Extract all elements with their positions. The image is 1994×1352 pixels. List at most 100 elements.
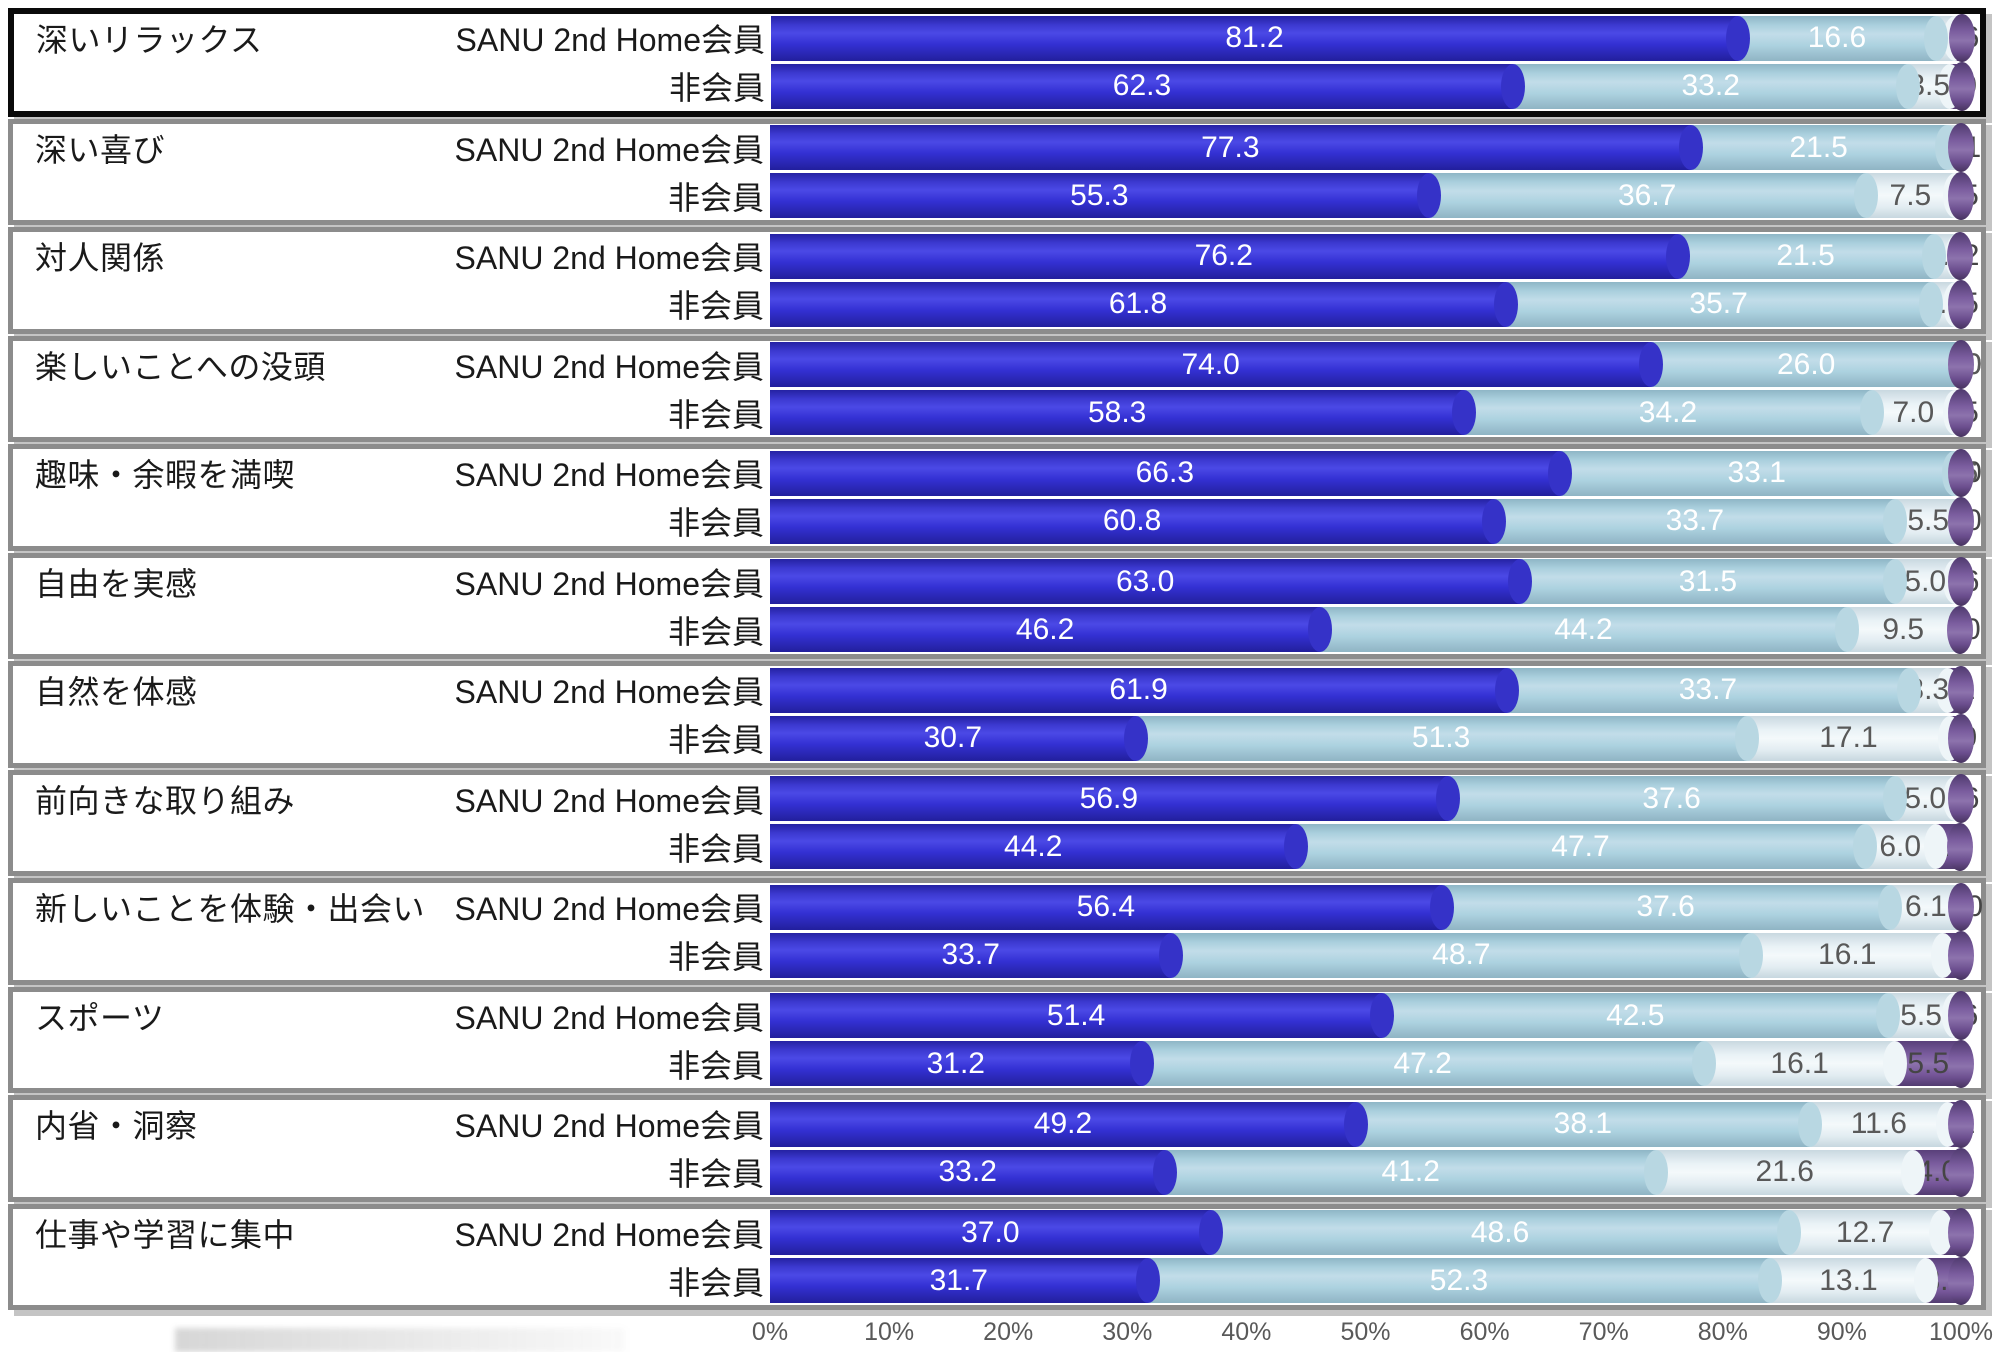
label-column: 内省・洞察 SANU 2nd Home会員 非会員: [13, 1100, 770, 1197]
bar-segment-agree: 21.5: [1690, 125, 1959, 171]
segment-value: 48.6: [1470, 1215, 1530, 1249]
bar-segment-strongly-agree: 66.3: [770, 450, 1572, 496]
cylinder-cap: [1159, 932, 1184, 978]
cylinder-cap: [1665, 233, 1690, 279]
axis-tick-label: 80%: [1697, 1318, 1748, 1346]
label-column: 楽しいことへの没頭 SANU 2nd Home会員 非会員: [13, 341, 770, 438]
cylinder-cap: [1135, 1258, 1160, 1304]
stacked-bar: 33.748.716.11.5: [770, 931, 1974, 980]
segment-value: 51.3: [1411, 721, 1471, 755]
segment-value: 51.4: [1046, 998, 1106, 1032]
cylinder-cap: [1896, 63, 1921, 109]
segment-value: 33.7: [1665, 504, 1724, 538]
bar-end-cap: [1948, 171, 1974, 221]
category-label: 前向きな取り組み: [35, 782, 296, 819]
label-column: 前向きな取り組み SANU 2nd Home会員 非会員: [13, 775, 770, 872]
bar-segment-agree: 47.2: [1141, 1041, 1716, 1087]
cylinder-cap: [1852, 824, 1877, 870]
segment-value: 16.1: [1818, 938, 1877, 972]
segment-value: 17.1: [1819, 721, 1878, 755]
label-column: 新しいことを体験・出会い SANU 2nd Home会員 非会員: [13, 883, 770, 980]
segment-value: 31.7: [929, 1263, 988, 1297]
segment-value: 41.2: [1381, 1155, 1440, 1189]
cylinder-cap: [1452, 390, 1477, 436]
bar-segment-agree: 37.6: [1441, 884, 1902, 930]
cylinder-cap: [1923, 824, 1948, 870]
segment-value: 7.0: [1892, 395, 1935, 429]
bar-segment-slightly-disagree: 11.6: [1809, 1101, 1960, 1147]
bar-segment-agree: 26.0: [1651, 342, 1973, 388]
bar-segment-strongly-agree: 81.2: [771, 15, 1751, 61]
segment-value: 48.7: [1432, 938, 1491, 972]
stacked-bar: 61.835.72.00.5: [770, 280, 1979, 329]
group-label-member: SANU 2nd Home会員: [454, 674, 764, 711]
segment-value: 35.7: [1689, 287, 1748, 321]
segment-value: 37.0: [961, 1215, 1020, 1249]
stacked-bar: 61.933.73.31.1: [770, 665, 1975, 715]
group-label-nonmember: 非会員: [667, 1047, 764, 1084]
axis-tick-label: 100%: [1929, 1318, 1993, 1346]
bars-column: 51.442.55.50.631.247.216.15.5: [770, 991, 1981, 1089]
segment-value: 47.7: [1551, 829, 1610, 863]
group-label-nonmember: 非会員: [667, 505, 764, 542]
group-label-nonmember: 非会員: [667, 722, 764, 759]
bar-segment-strongly-agree: 30.7: [770, 715, 1148, 761]
bar-end-cap: [1948, 1148, 1974, 1197]
bar-segment-agree: 33.7: [1494, 498, 1908, 544]
segment-value: 36.7: [1617, 178, 1677, 212]
bar-segment-agree: 48.6: [1210, 1210, 1802, 1256]
stacked-bar: 74.026.00.00.0: [770, 340, 1982, 389]
bar-end-cap: [1948, 388, 1974, 438]
segment-value: 31.2: [926, 1046, 985, 1080]
cylinder-cap: [1370, 993, 1395, 1039]
axis-tick-label: 20%: [983, 1318, 1034, 1346]
segment-value: 30.7: [923, 721, 982, 755]
category-block: 新しいことを体験・出会い SANU 2nd Home会員 非会員 56.4 37.6 6.…: [8, 878, 1986, 985]
segment-value: 6.1: [1904, 890, 1947, 924]
bar-segment-agree: 34.2: [1464, 390, 1884, 436]
bar-segment-agree: 41.2: [1165, 1149, 1669, 1195]
bars-column: 81.216.61.60.662.333.23.51.0: [771, 13, 1980, 111]
bars-column: 37.048.612.71.731.752.313.13.0: [770, 1208, 1981, 1306]
group-label-nonmember: 非会員: [667, 1156, 764, 1193]
bar-segment-strongly-agree: 33.7: [770, 932, 1184, 978]
group-label-nonmember: 非会員: [667, 1264, 764, 1301]
bar-segment-agree: 31.5: [1520, 559, 1908, 605]
segment-value: 16.1: [1770, 1046, 1829, 1080]
cylinder-cap: [1883, 559, 1908, 605]
cylinder-cap: [1758, 1258, 1783, 1304]
segment-value: 62.3: [1112, 69, 1172, 103]
segment-value: 33.7: [941, 938, 1000, 972]
segment-value: 60.8: [1102, 504, 1162, 538]
bar-end-cap: [1948, 1208, 1974, 1257]
group-label-member: SANU 2nd Home会員: [454, 131, 764, 168]
bar-end-cap: [1948, 340, 1974, 389]
bar-segment-strongly-agree: 31.7: [770, 1258, 1160, 1304]
cylinder-cap: [1901, 1149, 1926, 1195]
segment-value: 37.6: [1636, 890, 1695, 924]
segment-value: 46.2: [1015, 612, 1075, 646]
axis-tick-label: 60%: [1459, 1318, 1510, 1346]
cylinder-cap: [1284, 824, 1309, 870]
axis-tick-label: 90%: [1816, 1318, 1867, 1346]
bar-segment-agree: 38.1: [1355, 1101, 1822, 1147]
segment-value: 5.0: [1904, 781, 1947, 815]
cylinder-cap: [1494, 281, 1519, 327]
stacked-bar: 33.2 41.2 21.6 4.0: [770, 1148, 1974, 1197]
bar-segment-strongly-agree: 61.9: [770, 667, 1520, 713]
bar-end-cap: [1948, 1256, 1974, 1306]
bar-segment-strongly-agree: 55.3: [770, 173, 1441, 219]
segment-value: 34.2: [1638, 395, 1698, 429]
segment-value: 21.5: [1776, 239, 1835, 273]
cylinder-cap: [1691, 1041, 1716, 1087]
category-label: 自由を実感: [35, 565, 198, 602]
segment-value: 49.2: [1033, 1107, 1093, 1141]
bar-end-cap: [1948, 991, 1974, 1040]
segment-value: 37.6: [1642, 781, 1701, 815]
bar-segment-strongly-agree: 44.2: [770, 824, 1309, 870]
segment-value: 81.2: [1225, 21, 1284, 55]
